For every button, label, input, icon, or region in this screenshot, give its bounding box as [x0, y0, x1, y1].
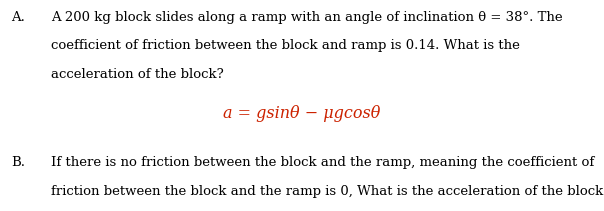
Text: coefficient of friction between the block and ramp is 0.14. What is the: coefficient of friction between the bloc…: [51, 39, 520, 52]
Text: B.: B.: [11, 156, 25, 169]
Text: friction between the block and the ramp is 0, What is the acceleration of the bl: friction between the block and the ramp …: [51, 185, 603, 198]
Text: A 200 kg block slides along a ramp with an angle of inclination θ = 38°. The: A 200 kg block slides along a ramp with …: [51, 11, 563, 24]
Text: A.: A.: [11, 11, 25, 24]
Text: a = gsinθ − μgcosθ: a = gsinθ − μgcosθ: [223, 106, 381, 123]
Text: acceleration of the block?: acceleration of the block?: [51, 68, 224, 81]
Text: If there is no friction between the block and the ramp, meaning the coefficient : If there is no friction between the bloc…: [51, 156, 594, 169]
